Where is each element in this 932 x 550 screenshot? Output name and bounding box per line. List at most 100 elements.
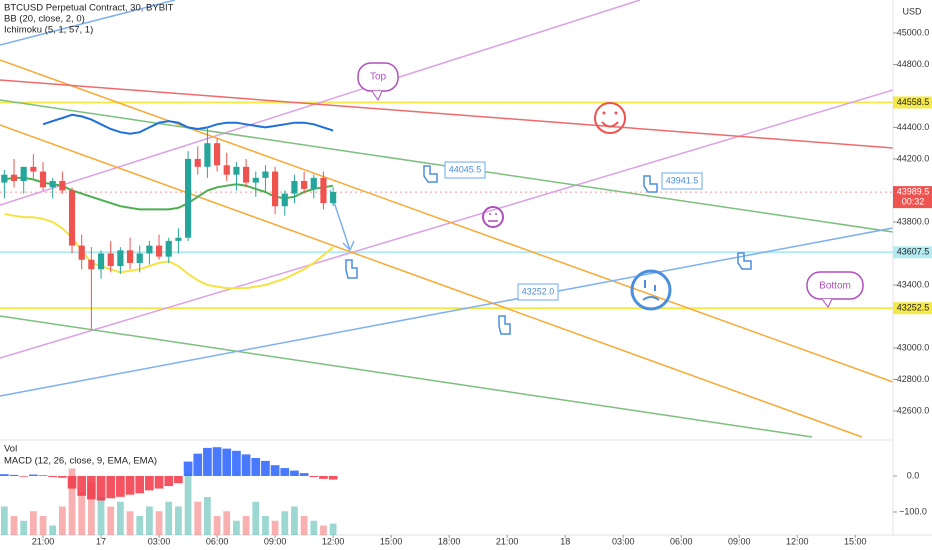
macd-bar	[319, 475, 328, 479]
macd-bar	[48, 475, 58, 478]
volume-bar	[155, 511, 163, 535]
trend-line	[0, 89, 894, 359]
trend-line	[0, 59, 894, 383]
volume-bar	[10, 516, 18, 535]
volume-bar	[223, 511, 231, 535]
trend-line	[0, 124, 863, 438]
candle-body	[262, 171, 269, 178]
candle-body	[213, 143, 221, 166]
volume-bar	[184, 473, 192, 535]
chart-title: BTCUSD Perpetual Contract, 30, BYBIT	[4, 3, 174, 14]
y-tick-label: 42800.0	[897, 374, 930, 384]
candle-body	[1, 174, 8, 183]
volume-bar	[252, 501, 260, 535]
candle-body	[243, 166, 250, 183]
hand-icon	[498, 315, 511, 335]
indicator-label: BB (20, close, 2, 0)	[4, 14, 85, 25]
price-axis	[893, 0, 932, 550]
trend-line	[0, 0, 641, 206]
candle-body	[10, 174, 18, 182]
x-tick-label: 17	[96, 536, 106, 546]
y-tick-label: 43800.0	[897, 216, 930, 226]
callouts: Top Bottom 44045.5 43941.5 43252.0	[357, 62, 864, 308]
x-tick-label: 09:00	[264, 536, 287, 546]
macd-bar	[183, 461, 193, 476]
callout-box	[444, 161, 486, 179]
x-tick-label: 18	[560, 536, 570, 546]
volume-bar	[291, 506, 298, 535]
candle-body	[301, 181, 308, 189]
candle-body	[310, 177, 317, 189]
macd-bar	[299, 473, 309, 476]
pane-label: Vol	[4, 444, 17, 455]
callout-text: 43252.0	[522, 286, 555, 296]
macd-bar	[193, 453, 203, 476]
trend-line	[0, 0, 176, 46]
candle-body	[175, 237, 182, 241]
macd-bar	[290, 470, 299, 476]
volume-bar	[204, 497, 211, 535]
callout-text: 44045.5	[449, 164, 482, 174]
candle-body	[204, 143, 211, 167]
y-tick-label: 42600.0	[897, 405, 930, 415]
macd-bar	[261, 460, 270, 476]
volume-bar	[29, 511, 37, 535]
candle-body	[281, 193, 288, 207]
volume-bar	[126, 511, 134, 535]
volume-bar	[58, 506, 66, 535]
price-label-box	[893, 246, 932, 259]
x-tick-label: 18:00	[438, 536, 461, 546]
candle-body	[233, 166, 240, 175]
x-tick-label: 06:00	[670, 536, 693, 546]
emoji-mouth	[488, 213, 498, 222]
unit-label: USD	[902, 6, 922, 16]
macd-bar	[19, 475, 29, 477]
volume-bar	[194, 501, 202, 535]
callout-tail	[371, 90, 383, 102]
x-tick-label: 09:00	[728, 536, 751, 546]
y-tick-label: 44800.0	[897, 59, 930, 69]
volume-bar	[117, 501, 124, 535]
candle-body	[68, 190, 76, 246]
x-tick-label: 03:00	[148, 536, 171, 546]
candle-body	[78, 245, 85, 260]
volume-bar	[136, 516, 144, 535]
callout-text: 43941.5	[666, 175, 699, 185]
volume-bar	[233, 520, 240, 535]
volume-bar	[107, 506, 115, 535]
callout-box	[661, 172, 703, 190]
volume-bar	[146, 506, 153, 535]
price-label: 43252.5	[897, 303, 930, 313]
y-tick-label: 43400.0	[897, 279, 930, 289]
emoji-happy	[594, 102, 626, 134]
macd-bar	[174, 475, 183, 484]
x-tick-label: 15:00	[844, 536, 867, 546]
candle-body	[88, 259, 95, 270]
callout-text: Bottom	[819, 281, 851, 292]
x-tick-label: 12:00	[786, 536, 809, 546]
candle-body	[194, 158, 201, 167]
indicator-line	[42, 113, 334, 135]
indicator-line	[4, 176, 334, 211]
candle-body	[20, 166, 27, 182]
volume-bar	[78, 492, 86, 535]
macd-bar	[96, 475, 106, 501]
volume-bar	[213, 516, 221, 535]
volume-bar	[175, 506, 182, 535]
volume-bar	[271, 520, 279, 535]
candle-body	[184, 158, 192, 238]
candle-body	[117, 250, 124, 267]
volume-bar	[49, 525, 57, 535]
macd-bar	[212, 447, 222, 476]
x-tick-label: 03:00	[612, 536, 635, 546]
hand-icon	[345, 259, 358, 279]
emoji-mouth	[642, 280, 660, 301]
macd-bar	[0, 474, 9, 476]
candle-body	[49, 181, 56, 188]
y-tick-label: 45000.0	[897, 27, 930, 37]
y-tick-label: 44200.0	[897, 153, 930, 163]
x-tick-label: 15:00	[380, 536, 403, 546]
price-label: 43607.5	[897, 247, 930, 257]
macd-bar	[270, 465, 280, 476]
